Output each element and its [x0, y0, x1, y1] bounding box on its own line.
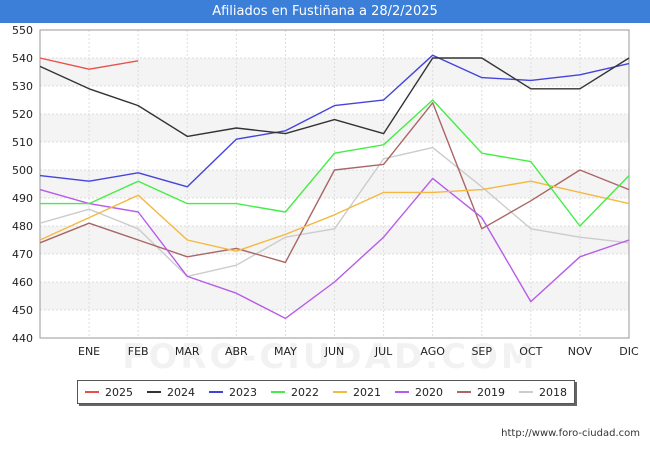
y-tick-label: 500 — [12, 164, 33, 177]
series-line-2024 — [39, 57, 630, 138]
x-tick-label: SEP — [471, 345, 492, 358]
legend-item-2021: 2021 — [333, 386, 381, 399]
legend-item-2019: 2019 — [457, 386, 505, 399]
plot-frame — [39, 29, 630, 339]
x-tick-label: NOV — [568, 345, 593, 358]
legend-label: 2025 — [105, 385, 133, 399]
legend-label: 2023 — [229, 385, 257, 399]
y-tick-label: 440 — [12, 332, 33, 345]
legend-swatch — [209, 391, 223, 393]
series-line-2022 — [40, 99, 630, 227]
x-tick-label: DIC — [619, 345, 639, 358]
legend-item-2022: 2022 — [271, 386, 319, 399]
series-line-2019 — [39, 102, 630, 264]
legend-item-2025: 2025 — [85, 386, 133, 399]
x-tick-label: ABR — [225, 345, 248, 358]
x-tick-label: AGO — [420, 345, 445, 358]
y-tick-label: 520 — [12, 108, 33, 121]
x-tick-label: OCT — [519, 345, 542, 358]
y-tick-label: 470 — [12, 248, 33, 261]
legend-swatch — [333, 391, 347, 393]
x-tick-label: JUL — [374, 345, 393, 358]
legend-label: 2024 — [167, 385, 195, 399]
legend-item-2020: 2020 — [395, 386, 443, 399]
series-line-2021 — [39, 180, 630, 252]
y-tick-label: 530 — [12, 80, 33, 93]
y-tick-label: 450 — [12, 304, 33, 317]
series-line-2018 — [39, 146, 630, 278]
y-tick-label: 460 — [12, 276, 33, 289]
x-tick-label: MAR — [175, 345, 200, 358]
legend-swatch — [395, 391, 409, 393]
legend-swatch — [85, 391, 99, 393]
legend-swatch — [147, 391, 161, 393]
legend-swatch — [519, 391, 533, 393]
y-tick-label: 510 — [12, 136, 33, 149]
series-line-2020 — [39, 177, 630, 320]
x-tick-label: JUN — [324, 345, 345, 358]
watermark: FORO-CIUDAD.COM — [122, 337, 538, 377]
y-tick-label: 480 — [12, 220, 33, 233]
y-tick-label: 550 — [12, 24, 33, 37]
series-line-2023 — [39, 54, 630, 188]
legend-item-2024: 2024 — [147, 386, 195, 399]
legend-label: 2022 — [291, 385, 319, 399]
chart-title: Afiliados en Fustiñana a 28/2/2025 — [0, 0, 650, 23]
series-line-2025 — [39, 57, 139, 70]
x-tick-label: FEB — [128, 345, 149, 358]
legend-label: 2018 — [539, 385, 567, 399]
legend-label: 2021 — [353, 385, 381, 399]
x-tick-label: MAY — [274, 345, 297, 358]
legend-label: 2020 — [415, 385, 443, 399]
legend-label: 2019 — [477, 385, 505, 399]
source-url: http://www.foro-ciudad.com — [501, 428, 640, 439]
legend-swatch — [457, 391, 471, 393]
y-tick-label: 540 — [12, 52, 33, 65]
x-tick-label: ENE — [78, 345, 100, 358]
legend-item-2023: 2023 — [209, 386, 257, 399]
y-tick-label: 490 — [12, 192, 33, 205]
chart-legend: 2025 2024 2023 2022 2021 2020 2019 2018 — [77, 380, 575, 404]
legend-item-2018: 2018 — [519, 386, 567, 399]
legend-swatch — [271, 391, 285, 393]
